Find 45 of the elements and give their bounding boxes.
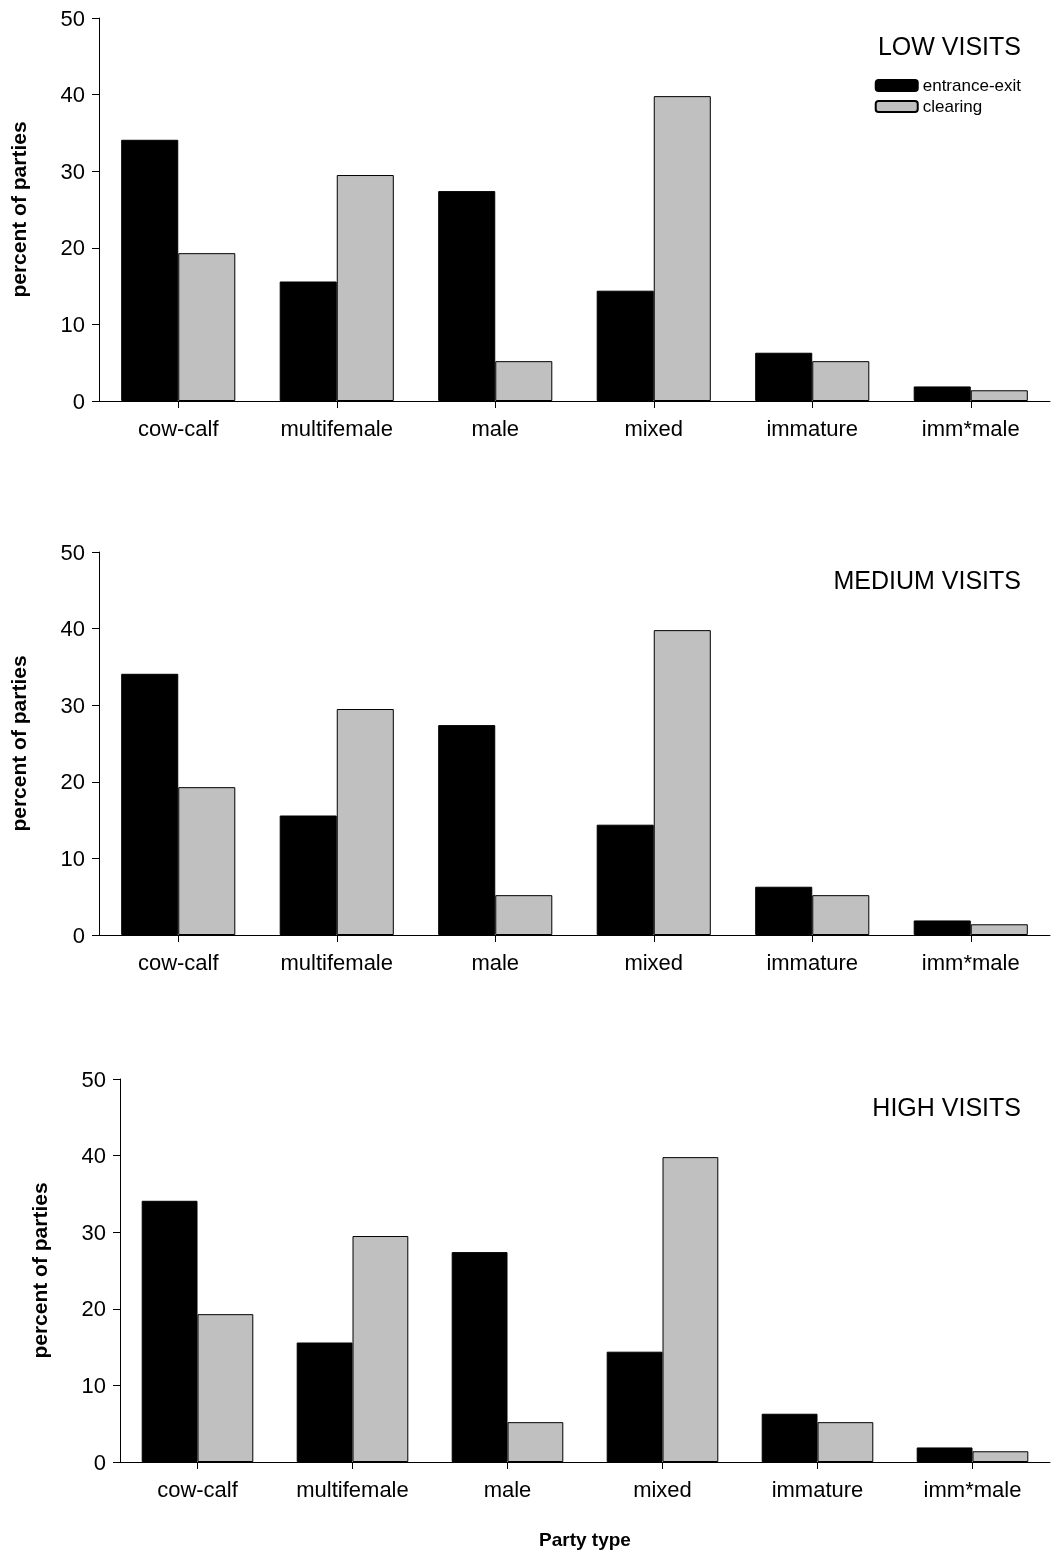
y-tick-label: 0 (72, 922, 85, 948)
y-tick-label: 50 (60, 539, 85, 565)
y-tick-label: 30 (81, 1219, 106, 1245)
x-tick-label: imm*male (923, 1476, 1022, 1502)
text: HIGH VISITS (872, 1092, 1022, 1121)
text: LOW VISITS (877, 31, 1022, 60)
y-tick-label: 40 (81, 1143, 106, 1169)
x-tick-label: imm*male (921, 415, 1020, 441)
x-tick-label: male (483, 1476, 532, 1502)
x-tick-label: immature (771, 1476, 864, 1502)
x-tick-label: mixed (624, 415, 684, 441)
y-axis-title: percent of parties (7, 655, 30, 832)
y-tick-label: 0 (72, 388, 85, 414)
legend-label: entrance-exit (922, 76, 1022, 95)
y-tick-label: 40 (60, 82, 85, 108)
legend-label: clearing (922, 97, 983, 116)
y-axis-title: percent of parties (7, 121, 30, 298)
x-tick-label: cow-calf (137, 949, 220, 975)
x-tick-label: imm*male (921, 949, 1020, 975)
text: MEDIUM VISITS (833, 565, 1021, 594)
x-axis-title: Party type (539, 1529, 631, 1550)
y-tick-label: 10 (81, 1372, 106, 1398)
y-tick-label: 50 (81, 1066, 106, 1092)
x-tick-label: multifemale (280, 949, 393, 975)
y-tick-label: 0 (93, 1449, 106, 1475)
y-tick-label: 20 (81, 1296, 106, 1322)
x-tick-label: immature (766, 415, 859, 441)
y-tick-label: 40 (60, 616, 85, 642)
x-tick-label: multifemale (296, 1476, 409, 1502)
y-axis-title: percent of parties (28, 1182, 51, 1359)
y-tick-label: 20 (60, 769, 85, 795)
y-tick-label: 10 (60, 311, 85, 337)
x-tick-label: male (471, 949, 520, 975)
x-tick-label: mixed (624, 949, 684, 975)
x-tick-label: cow-calf (137, 415, 220, 441)
y-tick-label: 10 (60, 845, 85, 871)
x-tick-label: immature (766, 949, 859, 975)
y-tick-label: 30 (60, 158, 85, 184)
x-tick-label: mixed (633, 1476, 692, 1502)
x-tick-label: cow-calf (157, 1476, 239, 1502)
x-tick-label: multifemale (280, 415, 393, 441)
y-tick-label: 50 (60, 5, 85, 31)
x-tick-label: male (471, 415, 520, 441)
y-tick-label: 30 (60, 692, 85, 718)
y-tick-label: 20 (60, 235, 85, 261)
